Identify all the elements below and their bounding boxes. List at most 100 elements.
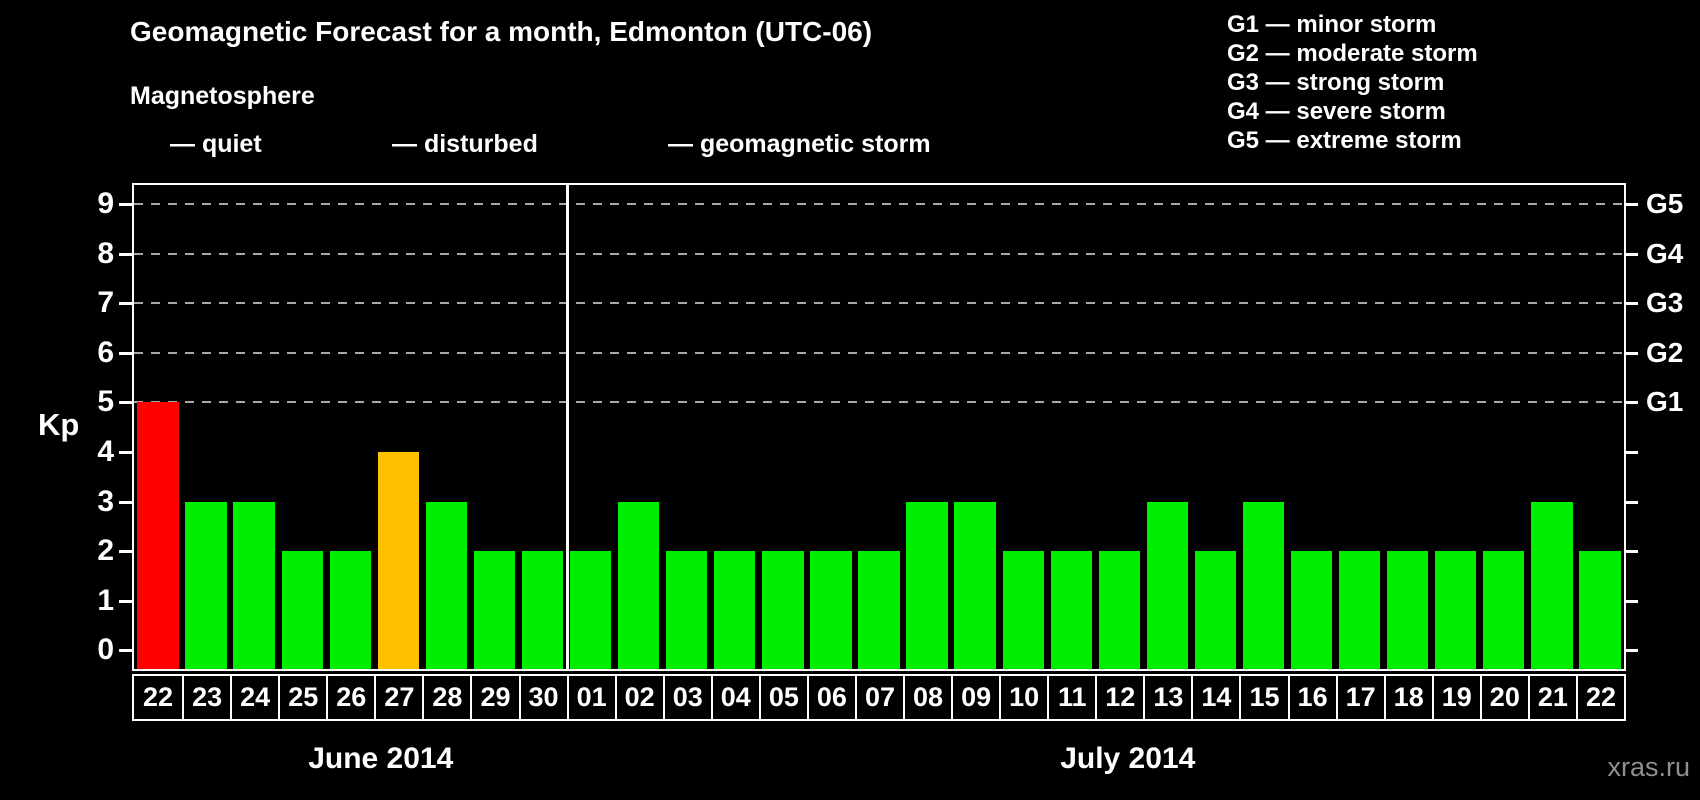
- day-label-cell: 07: [854, 676, 903, 719]
- kp-bar: [1483, 551, 1525, 669]
- day-label-row: 22 23 24 25 26 27 28 29 30 01 02 03 04 05 06 07 08 09 10 11…: [132, 674, 1626, 721]
- kp-bar: [1002, 551, 1044, 669]
- legend-item-quiet: — quiet: [130, 120, 262, 168]
- watermark: xras.ru: [1607, 752, 1690, 782]
- day-label-cell: 28: [422, 676, 470, 719]
- g-scale-line-g4: G4 — severe storm: [1227, 98, 1446, 125]
- right-tick-mark: [1624, 302, 1638, 306]
- kp-bar: [1194, 551, 1237, 669]
- day-label-cell: 04: [710, 676, 759, 719]
- day-label-cell: 29: [470, 676, 518, 719]
- day-label-cell: 02: [614, 676, 663, 719]
- kp-gridline: [134, 351, 1624, 354]
- kp-tick-label: 1: [97, 583, 114, 617]
- g-scale-line-g1: G1 — minor storm: [1227, 11, 1437, 38]
- chart-title: Geomagnetic Forecast for a month, Edmont…: [130, 16, 873, 47]
- kp-bar: [1579, 551, 1621, 669]
- magnetosphere-heading: Magnetosphere: [130, 82, 315, 110]
- right-tick-mark: [1624, 500, 1638, 504]
- kp-bar: [1338, 551, 1381, 669]
- left-tick-mark: [119, 252, 133, 256]
- left-tick-mark: [119, 550, 133, 554]
- legend-label: — disturbed: [392, 129, 538, 158]
- kp-bar: [1435, 551, 1477, 669]
- day-label-cell: 24: [230, 676, 278, 719]
- storm-swatch-icon: [628, 125, 654, 163]
- g-level-label: G2: [1646, 336, 1684, 368]
- kp-gridline: [134, 203, 1624, 206]
- legend-label: — quiet: [170, 129, 262, 158]
- day-label-cell: 20: [1479, 676, 1528, 719]
- g-level-label: G1: [1646, 386, 1684, 418]
- right-tick-mark: [1624, 252, 1638, 256]
- kp-tick-label: 5: [97, 385, 114, 419]
- right-tick-mark: [1624, 401, 1638, 405]
- kp-bar: [473, 551, 516, 669]
- right-tick-mark: [1624, 550, 1638, 554]
- kp-tick-label: 6: [97, 335, 114, 369]
- kp-bar: [425, 501, 468, 669]
- day-label-cell: 11: [1047, 676, 1095, 719]
- month-label-june: June 2014: [308, 742, 454, 775]
- right-tick-mark: [1624, 351, 1638, 355]
- disturbed-swatch-icon: [352, 125, 378, 163]
- kp-bar: [1290, 551, 1333, 669]
- left-tick-mark: [119, 401, 133, 405]
- day-label-cell: 14: [1191, 676, 1239, 719]
- day-label-cell: 03: [662, 676, 711, 719]
- kp-axis-title: Kp: [38, 407, 80, 442]
- day-label-cell: 26: [326, 676, 374, 719]
- kp-bar: [521, 551, 564, 669]
- kp-tick-label: 9: [97, 187, 114, 221]
- kp-bar: [666, 551, 708, 669]
- day-label-cell: 23: [182, 676, 230, 719]
- g-level-label: G4: [1646, 237, 1684, 269]
- kp-gridline: [134, 252, 1624, 255]
- kp-bar: [762, 551, 804, 669]
- day-label-cell: 27: [374, 676, 422, 719]
- day-label-cell: 21: [1527, 676, 1576, 719]
- day-label-cell: 10: [999, 676, 1047, 719]
- day-label-cell: 08: [903, 676, 951, 719]
- kp-bar: [1050, 551, 1092, 669]
- left-tick-mark: [119, 599, 133, 603]
- g-level-label: G5: [1646, 188, 1684, 220]
- kp-bar: [281, 551, 323, 669]
- month-label-row: June 2014 July 2014: [132, 742, 1626, 776]
- kp-bar: [1387, 551, 1429, 669]
- right-tick-mark: [1624, 203, 1638, 207]
- kp-tick-label: 8: [97, 236, 114, 270]
- g-scale-line-g3: G3 — strong storm: [1227, 69, 1445, 96]
- magnetosphere-legend: — quiet — disturbed — geomagnetic storm: [130, 120, 1090, 168]
- day-label-cell: 16: [1287, 676, 1336, 719]
- plot-area: G1 G2 G3 G4 G5 0 1 2 3 4 5 6 7 8 9: [97, 183, 1683, 671]
- kp-bar: [137, 402, 179, 669]
- g-scale-line-g2: G2 — moderate storm: [1227, 40, 1478, 67]
- left-tick-mark: [119, 649, 133, 653]
- month-separator-line: [565, 185, 569, 669]
- kp-tick-label: 3: [97, 484, 114, 518]
- left-tick-mark: [119, 500, 133, 504]
- kp-bar: [810, 551, 852, 669]
- day-label-cell: 15: [1239, 676, 1287, 719]
- left-tick-mark: [119, 451, 133, 455]
- kp-tick-label: 7: [97, 286, 114, 320]
- g-level-label: G3: [1646, 287, 1684, 319]
- kp-bar: [714, 551, 756, 669]
- day-label-cell: 19: [1431, 676, 1480, 719]
- kp-bar: [1242, 501, 1285, 669]
- left-tick-mark: [119, 351, 133, 355]
- month-label-july: July 2014: [1060, 742, 1196, 775]
- kp-bar: [1531, 501, 1573, 669]
- day-label-cell: 30: [518, 676, 567, 719]
- day-label-cell: 25: [278, 676, 326, 719]
- day-label-cell: 12: [1095, 676, 1143, 719]
- kp-tick-label: 2: [97, 534, 114, 568]
- day-label-cell: 09: [951, 676, 999, 719]
- left-tick-mark: [119, 302, 133, 306]
- kp-bar: [618, 501, 660, 669]
- kp-gridline: [134, 302, 1624, 305]
- kp-bar: [329, 551, 371, 669]
- kp-bar: [569, 551, 612, 669]
- legend-label: — geomagnetic storm: [668, 129, 931, 158]
